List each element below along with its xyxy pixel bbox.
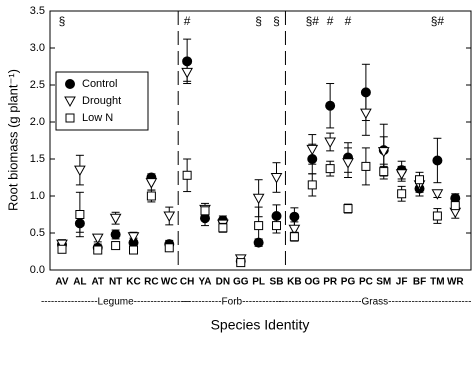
- data-point: [218, 223, 228, 233]
- y-tick-label: 0.5: [30, 227, 45, 239]
- annotation: #: [345, 14, 352, 28]
- data-point: [379, 167, 389, 177]
- y-tick-label: 2.0: [30, 116, 45, 128]
- group-label: ------------Forb------------: [182, 297, 282, 308]
- x-tick-label: GG: [233, 277, 249, 288]
- data-point: [395, 169, 408, 180]
- x-tick-label: YA: [199, 277, 212, 288]
- legend-marker: [65, 113, 75, 123]
- annotation: #: [184, 14, 191, 28]
- data-point: [57, 244, 67, 254]
- x-tick-label: RC: [144, 277, 158, 288]
- x-tick-label: PG: [341, 277, 356, 288]
- data-point: [111, 241, 121, 251]
- data-point: [325, 164, 335, 174]
- legend-label: Low N: [82, 112, 113, 124]
- y-tick-label: 3.5: [30, 5, 45, 17]
- data-point: [181, 67, 193, 79]
- x-tick-label: WC: [161, 277, 178, 288]
- data-point: [342, 158, 354, 169]
- data-point: [324, 137, 336, 149]
- x-tick-label: CH: [180, 277, 194, 288]
- data-point: [200, 206, 210, 216]
- data-point: [236, 258, 246, 268]
- annotation: §: [273, 14, 280, 28]
- data-point: [397, 189, 407, 199]
- data-point: [288, 224, 301, 236]
- data-point: [163, 211, 176, 223]
- data-point: [306, 144, 319, 156]
- x-tick-label: DN: [216, 277, 230, 288]
- data-point: [129, 245, 139, 255]
- x-tick-label: KC: [126, 277, 140, 288]
- data-point: [91, 233, 104, 245]
- data-point: [127, 232, 140, 243]
- data-point: [289, 232, 299, 242]
- data-point: [377, 147, 390, 158]
- data-point: [343, 204, 353, 214]
- data-point: [74, 165, 86, 177]
- legend-marker: [64, 96, 76, 108]
- data-point: [325, 100, 336, 111]
- data-point: [56, 239, 68, 251]
- data-point: [415, 175, 425, 185]
- y-tick-label: 0.0: [30, 264, 45, 276]
- y-tick-label: 1.5: [30, 153, 45, 165]
- data-point: [270, 173, 283, 184]
- annotation: §: [59, 14, 66, 28]
- legend-marker: [65, 79, 75, 89]
- x-tick-label: JF: [396, 277, 408, 288]
- x-tick-label: AL: [73, 277, 86, 288]
- x-tick-label: BF: [413, 277, 426, 288]
- x-tick-label: AT: [91, 277, 104, 288]
- data-point: [75, 210, 85, 219]
- data-point: [307, 180, 317, 190]
- data-point: [252, 193, 265, 205]
- x-tick-label: WR: [447, 277, 464, 288]
- annotation: §: [255, 14, 262, 28]
- y-tick-label: 2.5: [30, 79, 45, 91]
- y-axis-title: Root biomass (g plant⁻¹): [5, 69, 20, 211]
- data-point: [109, 213, 122, 225]
- x-tick-label: PR: [323, 277, 338, 288]
- annotation: §#: [306, 14, 320, 28]
- annotation: §#: [431, 14, 445, 28]
- legend-label: Control: [82, 78, 117, 90]
- data-point: [431, 189, 444, 200]
- y-tick-label: 1.0: [30, 190, 45, 202]
- data-point: [432, 211, 442, 221]
- data-point: [289, 211, 300, 222]
- x-tick-label: PL: [252, 277, 265, 288]
- group-label: -----------------Legume-----------------: [41, 297, 190, 308]
- data-point: [360, 108, 372, 120]
- data-point: [110, 229, 121, 240]
- annotation: #: [327, 14, 334, 28]
- data-point: [164, 243, 174, 253]
- data-point: [432, 155, 443, 166]
- legend-label: Drought: [82, 95, 121, 107]
- data-point: [146, 191, 156, 201]
- x-tick-label: PC: [359, 277, 373, 288]
- x-tick-label: NT: [109, 277, 122, 288]
- y-tick-label: 3.0: [30, 42, 45, 54]
- x-tick-label: OG: [304, 277, 320, 288]
- x-tick-label: SM: [376, 277, 391, 288]
- data-point: [93, 245, 103, 255]
- plot-frame: [49, 10, 472, 271]
- x-tick-label: SB: [270, 277, 284, 288]
- data-point: [361, 161, 371, 171]
- data-point: [145, 178, 158, 189]
- data-point: [450, 201, 460, 211]
- data-point: [272, 221, 282, 231]
- x-tick-label: TM: [430, 277, 444, 288]
- x-axis-title: Species Identity: [211, 317, 310, 333]
- group-label: -------------------------Grass----------…: [278, 297, 471, 308]
- x-tick-label: AV: [55, 277, 68, 288]
- data-point: [254, 221, 264, 231]
- data-point: [182, 170, 192, 180]
- x-tick-label: KB: [287, 277, 301, 288]
